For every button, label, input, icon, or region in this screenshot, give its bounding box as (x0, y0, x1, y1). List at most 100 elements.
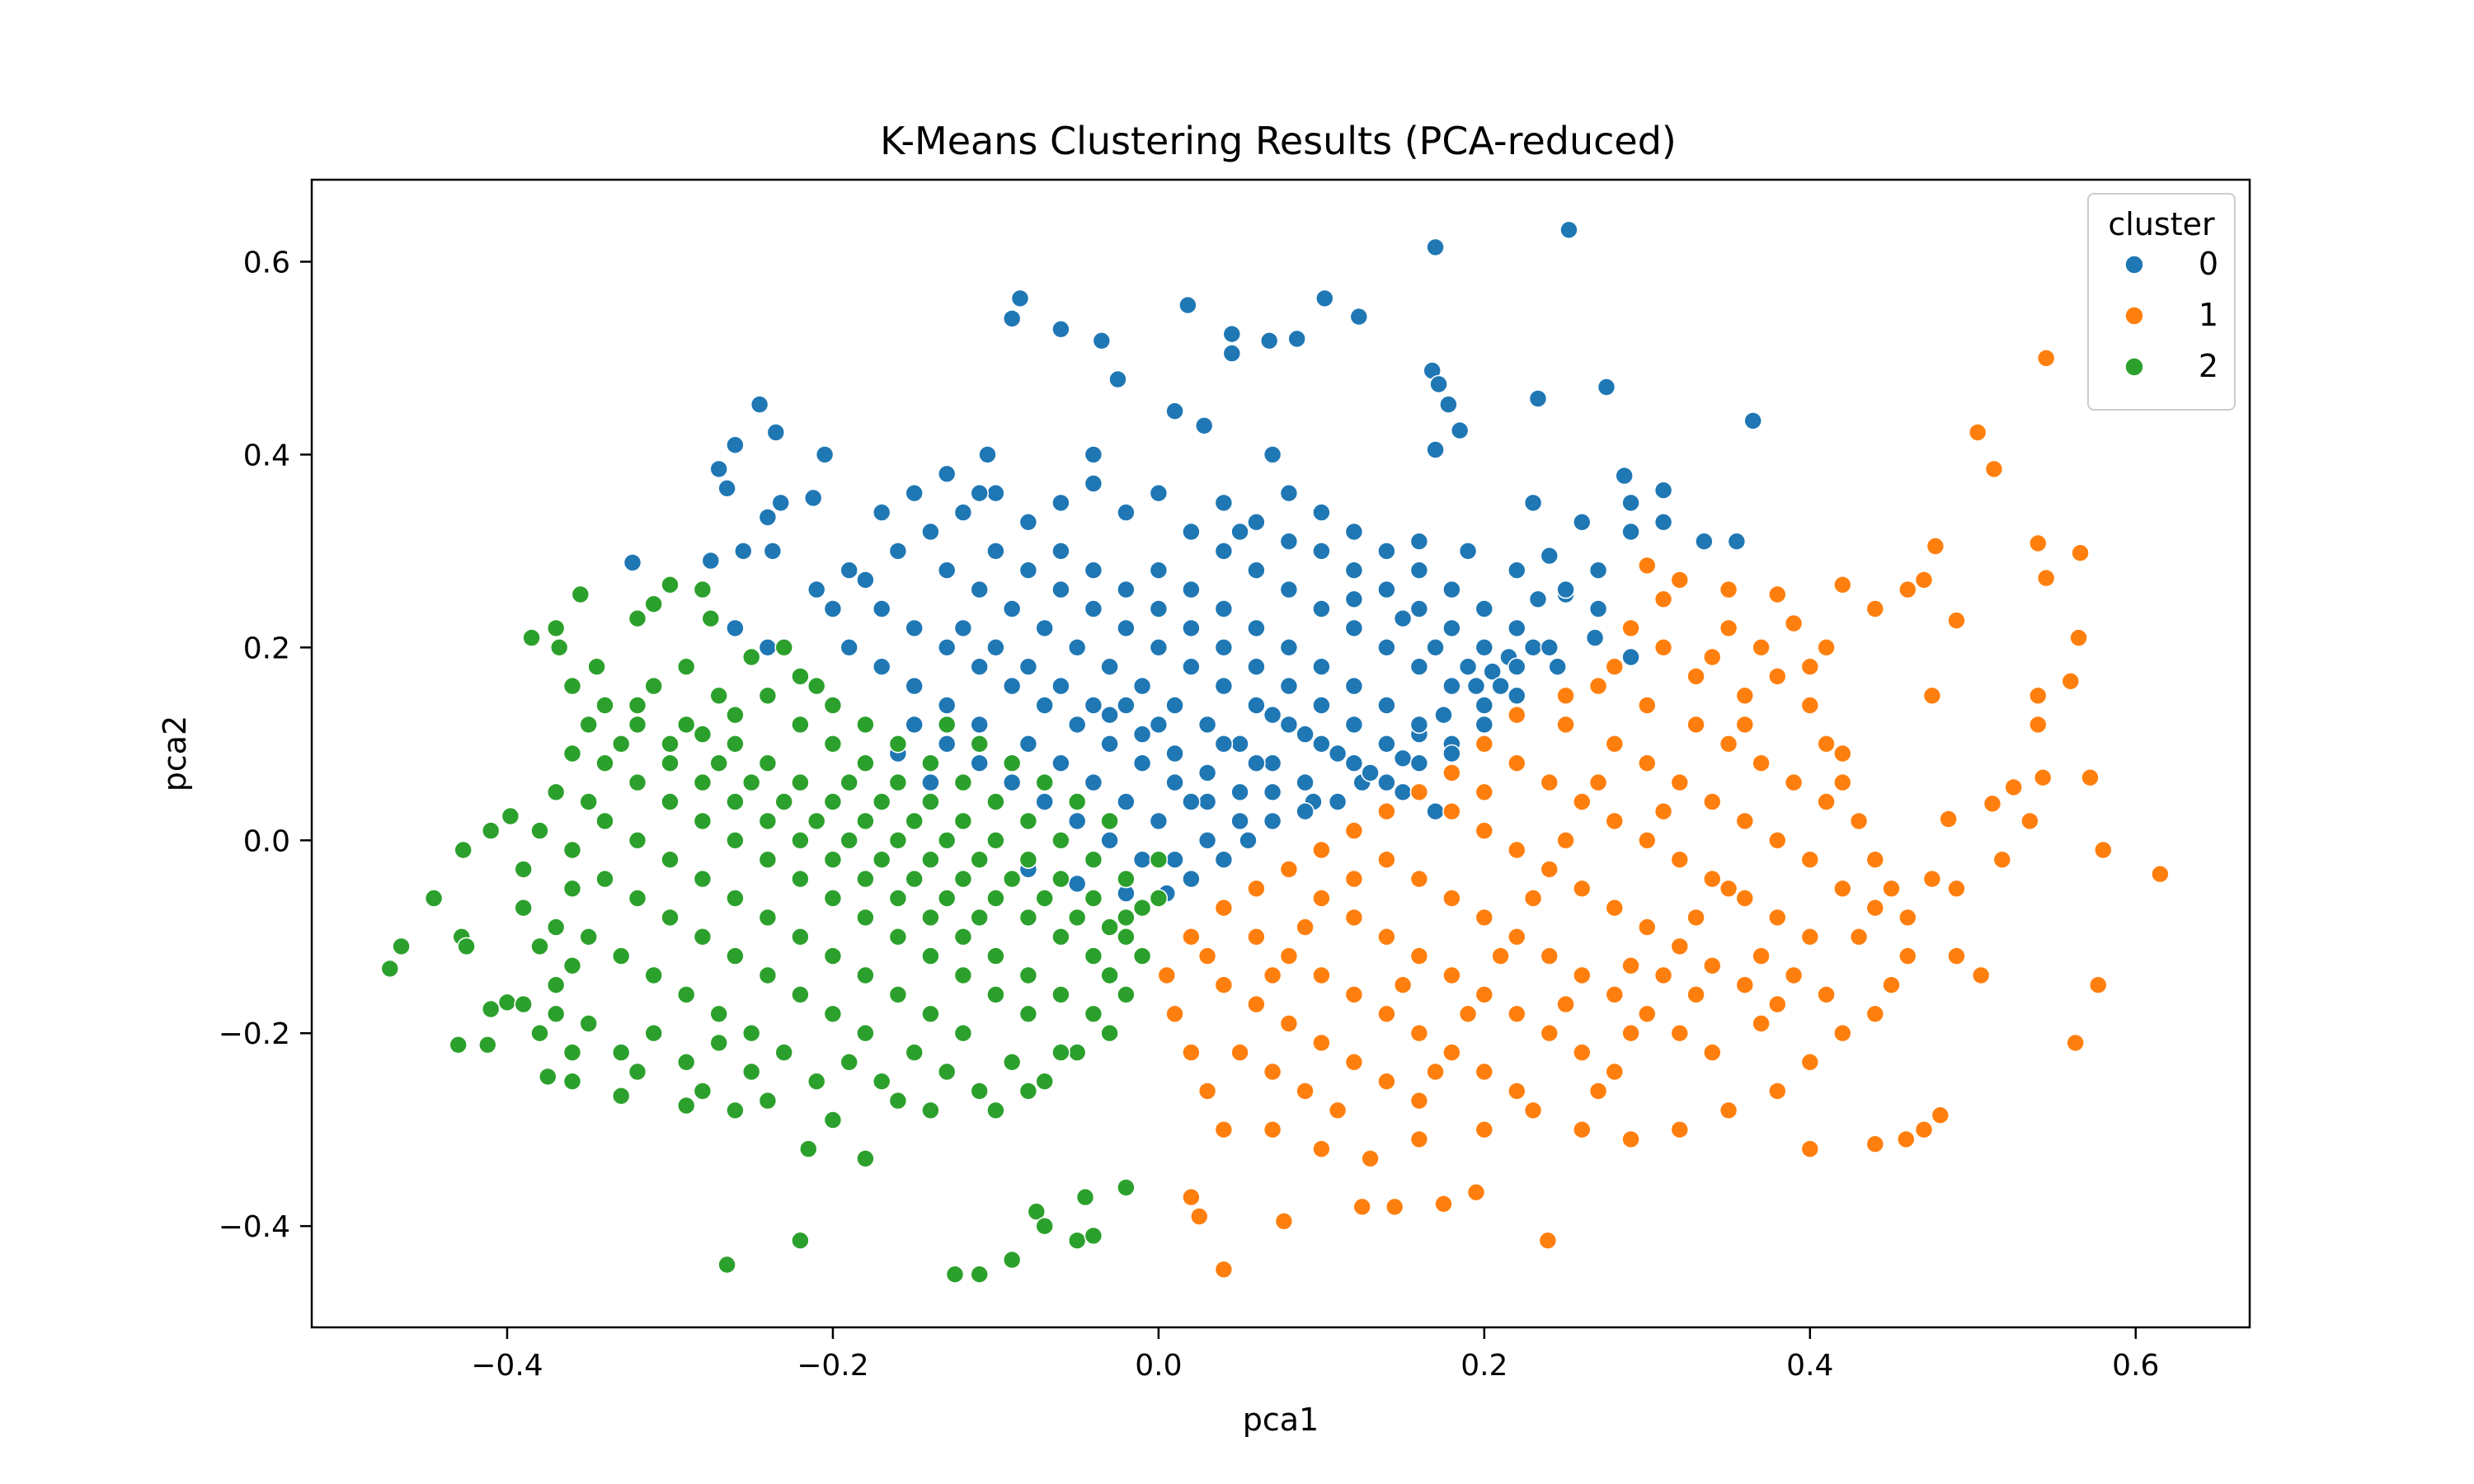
point-cluster-0 (1377, 542, 1396, 561)
point-cluster-2 (807, 676, 826, 696)
point-cluster-1 (1475, 985, 1494, 1004)
point-cluster-1 (2094, 840, 2113, 860)
point-cluster-2 (481, 999, 501, 1019)
point-cluster-0 (1182, 618, 1201, 638)
point-cluster-2 (562, 840, 582, 860)
point-cluster-2 (628, 696, 647, 715)
point-cluster-2 (611, 1043, 631, 1062)
point-cluster-2 (1002, 869, 1022, 889)
point-cluster-2 (921, 792, 940, 811)
point-cluster-1 (1992, 850, 2012, 869)
legend-label-2: 2 (2199, 348, 2218, 384)
point-cluster-1 (1800, 928, 1820, 946)
point-cluster-0 (1377, 580, 1396, 599)
point-cluster-0 (953, 503, 973, 522)
point-cluster-0 (1182, 580, 1201, 599)
point-cluster-2 (791, 869, 810, 889)
point-cluster-1 (1296, 918, 1315, 937)
point-cluster-1 (1968, 423, 1987, 442)
point-cluster-1 (1703, 1043, 1722, 1062)
point-cluster-2 (644, 1023, 664, 1043)
point-cluster-0 (1084, 474, 1103, 493)
point-cluster-2 (628, 889, 647, 908)
point-cluster-0 (1393, 749, 1413, 768)
point-cluster-2 (530, 937, 549, 956)
point-cluster-1 (1344, 1053, 1364, 1072)
point-cluster-0 (1002, 309, 1022, 328)
point-cluster-1 (1442, 1043, 1461, 1062)
point-cluster-1 (1573, 1120, 1592, 1139)
point-cluster-0 (1279, 483, 1299, 503)
point-cluster-0 (1051, 754, 1070, 773)
point-cluster-1 (1409, 1129, 1429, 1149)
point-cluster-2 (595, 869, 614, 889)
point-cluster-0 (1149, 637, 1169, 657)
point-cluster-2 (644, 594, 664, 614)
point-cluster-1 (1686, 908, 1705, 928)
point-cluster-1 (1833, 879, 1852, 899)
legend-title: cluster (2108, 206, 2215, 242)
point-cluster-1 (1442, 889, 1461, 908)
point-cluster-1 (1279, 1014, 1299, 1033)
point-cluster-1 (1605, 811, 1625, 831)
point-cluster-0 (1100, 734, 1119, 754)
point-cluster-0 (1653, 512, 1673, 532)
point-cluster-0 (937, 561, 957, 580)
point-cluster-1 (1263, 965, 1282, 985)
point-cluster-1 (1466, 1182, 1486, 1202)
point-cluster-1 (1377, 1072, 1396, 1091)
point-cluster-0 (1035, 618, 1054, 638)
point-cluster-2 (1084, 850, 1103, 869)
point-cluster-0 (1247, 512, 1266, 532)
point-cluster-1 (1605, 657, 1625, 677)
plot-frame (310, 178, 2251, 1329)
point-cluster-2 (905, 811, 924, 831)
point-cluster-1 (1475, 821, 1494, 840)
point-cluster-1 (1670, 773, 1690, 792)
point-cluster-1 (1573, 792, 1592, 811)
point-cluster-1 (2004, 777, 2023, 797)
point-cluster-1 (1197, 1082, 1217, 1101)
point-cluster-2 (454, 840, 473, 860)
point-cluster-2 (693, 725, 713, 744)
point-cluster-1 (1670, 1023, 1690, 1043)
point-cluster-0 (1559, 220, 1578, 240)
point-cluster-2 (693, 1082, 713, 1101)
point-cluster-1 (1817, 985, 1836, 1004)
point-cluster-0 (840, 561, 858, 580)
point-cluster-1 (1784, 773, 1804, 792)
point-cluster-0 (905, 715, 924, 735)
point-cluster-0 (1194, 416, 1214, 435)
point-cluster-1 (2036, 568, 2056, 588)
point-cluster-1 (1833, 744, 1852, 763)
point-cluster-1 (1475, 782, 1494, 802)
point-cluster-1 (1621, 1129, 1640, 1149)
point-cluster-2 (1117, 985, 1136, 1004)
point-cluster-0 (1296, 773, 1315, 792)
point-cluster-2 (693, 928, 713, 946)
point-cluster-1 (1670, 571, 1690, 589)
point-cluster-0 (1084, 561, 1103, 580)
point-cluster-0 (1117, 618, 1136, 638)
point-cluster-1 (1377, 850, 1396, 869)
point-cluster-2 (823, 1111, 843, 1129)
point-cluster-0 (1182, 869, 1201, 889)
point-cluster-2 (661, 908, 680, 928)
point-cluster-2 (1100, 918, 1119, 937)
point-cluster-1 (1670, 850, 1690, 869)
point-cluster-2 (1051, 928, 1070, 946)
point-cluster-1 (1719, 580, 1738, 599)
point-cluster-0 (1051, 493, 1070, 513)
point-cluster-1 (1442, 801, 1461, 821)
point-cluster-0 (1182, 522, 1201, 542)
point-cluster-2 (380, 959, 400, 979)
point-cluster-2 (709, 1033, 729, 1053)
point-cluster-1 (2036, 349, 2056, 368)
point-cluster-0 (1222, 344, 1242, 363)
point-cluster-1 (1735, 686, 1755, 706)
point-cluster-1 (1279, 860, 1299, 879)
point-cluster-2 (888, 830, 908, 850)
point-cluster-1 (1735, 889, 1755, 908)
point-cluster-0 (1100, 830, 1119, 850)
